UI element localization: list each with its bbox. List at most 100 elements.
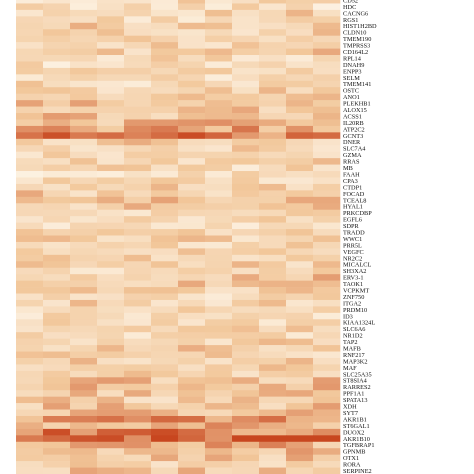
heatmap-cell — [151, 319, 179, 327]
heatmap-cell — [259, 435, 287, 443]
heatmap-cell — [16, 345, 44, 352]
heatmap-cell — [16, 254, 44, 262]
heatmap-cell — [16, 29, 44, 36]
heatmap-cell — [70, 132, 98, 140]
heatmap-cell — [124, 293, 152, 301]
heatmap-cell — [232, 74, 260, 82]
heatmap-cell — [178, 80, 206, 88]
gene-label: TMPRSS3 — [343, 43, 370, 50]
heatmap-cell — [16, 370, 44, 378]
heatmap-cell — [124, 396, 152, 404]
heatmap-cell — [286, 0, 314, 4]
heatmap-cell — [286, 183, 314, 191]
heatmap-cell — [151, 93, 179, 101]
heatmap-cell — [232, 461, 260, 468]
heatmap-cell — [313, 55, 341, 62]
heatmap-cell — [151, 383, 179, 391]
heatmap-cell — [70, 183, 98, 191]
heatmap-cell — [70, 145, 98, 153]
gene-label: OTX1 — [343, 455, 359, 462]
heatmap-cell — [205, 325, 233, 333]
heatmap-cell — [70, 332, 98, 339]
heatmap-cell — [97, 306, 125, 314]
heatmap-cell — [151, 235, 179, 243]
heatmap-cell — [124, 80, 152, 88]
gene-label: RPL14 — [343, 55, 362, 62]
heatmap-cell — [286, 145, 314, 153]
heatmap-cell — [151, 274, 179, 281]
heatmap-cell — [313, 428, 341, 436]
heatmap-cell — [205, 222, 233, 230]
heatmap-cell — [259, 377, 287, 385]
heatmap-cell — [97, 151, 125, 159]
heatmap-cell — [70, 383, 98, 391]
heatmap-cell — [16, 119, 44, 127]
heatmap-cell — [124, 190, 152, 198]
gene-label: ACSS1 — [343, 113, 362, 120]
heatmap-cell — [313, 216, 341, 223]
heatmap-cell — [259, 364, 287, 372]
heatmap-cell — [70, 209, 98, 217]
heatmap-cell — [259, 299, 287, 307]
heatmap-cell — [43, 409, 71, 417]
heatmap-cell — [16, 390, 44, 397]
heatmap-cell — [70, 177, 98, 185]
heatmap-cell — [124, 100, 152, 107]
heatmap-cell — [151, 435, 179, 443]
gene-label: ERV3-1 — [343, 275, 363, 282]
gene-label: MAP3K2 — [343, 358, 368, 365]
heatmap-cell — [97, 390, 125, 397]
heatmap-cell — [313, 261, 341, 269]
gene-label: FAAH — [343, 171, 360, 178]
heatmap-cell — [286, 171, 314, 178]
heatmap-cell — [313, 254, 341, 262]
heatmap-cell — [97, 241, 125, 249]
heatmap-cell — [313, 119, 341, 127]
heatmap-cell — [286, 454, 314, 462]
heatmap-cell — [16, 100, 44, 107]
heatmap-cell — [232, 351, 260, 359]
heatmap-cell — [70, 422, 98, 430]
heatmap-cell — [259, 196, 287, 204]
gene-label: ENPP3 — [343, 68, 362, 75]
heatmap-cell — [43, 357, 71, 365]
heatmap-cell — [178, 87, 206, 94]
heatmap-cell — [259, 138, 287, 146]
heatmap-cell — [313, 0, 341, 4]
heatmap-cell — [97, 351, 125, 359]
heatmap-cell — [151, 145, 179, 153]
heatmap-cell — [286, 125, 314, 133]
heatmap-cell — [232, 203, 260, 211]
heatmap-cell — [205, 35, 233, 43]
heatmap-cell — [232, 171, 260, 178]
heatmap-cell — [43, 29, 71, 36]
heatmap-cell — [313, 42, 341, 49]
heatmap-cell — [97, 448, 125, 455]
heatmap-cell — [43, 158, 71, 165]
heatmap-cell — [124, 29, 152, 36]
heatmap-cell — [97, 22, 125, 30]
gene-label: MB — [343, 165, 353, 172]
heatmap-cell — [232, 306, 260, 314]
heatmap-cell — [313, 203, 341, 211]
heatmap-cell — [70, 461, 98, 468]
gene-label: SLC6A6 — [343, 326, 365, 333]
heatmap-cell — [313, 299, 341, 307]
heatmap-cell — [205, 42, 233, 49]
heatmap-cell — [178, 415, 206, 423]
heatmap-cell — [16, 132, 44, 140]
heatmap-cell — [16, 35, 44, 43]
heatmap-cell — [43, 151, 71, 159]
heatmap-cell — [205, 125, 233, 133]
heatmap-cell — [232, 196, 260, 204]
heatmap-cell — [178, 422, 206, 430]
heatmap-cell — [70, 299, 98, 307]
gene-label: TCEAL8 — [343, 197, 366, 204]
heatmap-cell — [43, 87, 71, 94]
heatmap-cell — [16, 48, 44, 56]
heatmap-cell — [286, 332, 314, 339]
heatmap-cell — [124, 254, 152, 262]
heatmap-cell — [151, 267, 179, 275]
heatmap-cell — [97, 3, 125, 11]
